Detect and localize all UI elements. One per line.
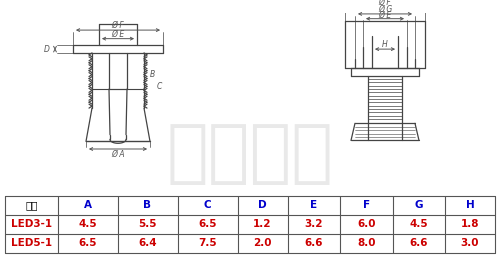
Text: Ø E: Ø E xyxy=(378,10,392,19)
Text: 2.0: 2.0 xyxy=(254,238,272,248)
Text: H: H xyxy=(382,40,388,49)
Text: 4.5: 4.5 xyxy=(410,219,428,229)
Text: 博伦电子: 博伦电子 xyxy=(166,120,334,187)
Text: 8.0: 8.0 xyxy=(357,238,376,248)
Text: 3.2: 3.2 xyxy=(304,219,323,229)
Text: 6.6: 6.6 xyxy=(410,238,428,248)
Text: G: G xyxy=(414,200,423,210)
Text: Ø A: Ø A xyxy=(111,150,125,159)
Text: 6.0: 6.0 xyxy=(357,219,376,229)
Text: 3.0: 3.0 xyxy=(461,238,479,248)
Text: 4.5: 4.5 xyxy=(78,219,97,229)
Text: LED3-1: LED3-1 xyxy=(10,219,52,229)
Text: Ø F: Ø F xyxy=(112,21,124,30)
Text: 1.2: 1.2 xyxy=(254,219,272,229)
Text: Ø E: Ø E xyxy=(112,30,124,38)
Text: LED5-1: LED5-1 xyxy=(10,238,52,248)
Text: D: D xyxy=(44,45,50,54)
Text: A: A xyxy=(84,200,92,210)
Text: 5.5: 5.5 xyxy=(138,219,157,229)
Text: Ø G: Ø G xyxy=(378,5,392,14)
Text: H: H xyxy=(466,200,474,210)
Text: 6.5: 6.5 xyxy=(78,238,97,248)
Text: 1.8: 1.8 xyxy=(461,219,479,229)
Text: 7.5: 7.5 xyxy=(198,238,217,248)
Text: C: C xyxy=(204,200,212,210)
Text: 6.5: 6.5 xyxy=(198,219,217,229)
Text: 规格: 规格 xyxy=(25,200,38,210)
Text: Ø F: Ø F xyxy=(378,0,392,7)
Text: 6.4: 6.4 xyxy=(138,238,157,248)
Text: C: C xyxy=(157,82,162,91)
Text: B: B xyxy=(144,200,152,210)
Text: 6.6: 6.6 xyxy=(304,238,323,248)
Text: F: F xyxy=(362,200,370,210)
Text: D: D xyxy=(258,200,267,210)
Text: E: E xyxy=(310,200,318,210)
Text: B: B xyxy=(150,70,155,79)
